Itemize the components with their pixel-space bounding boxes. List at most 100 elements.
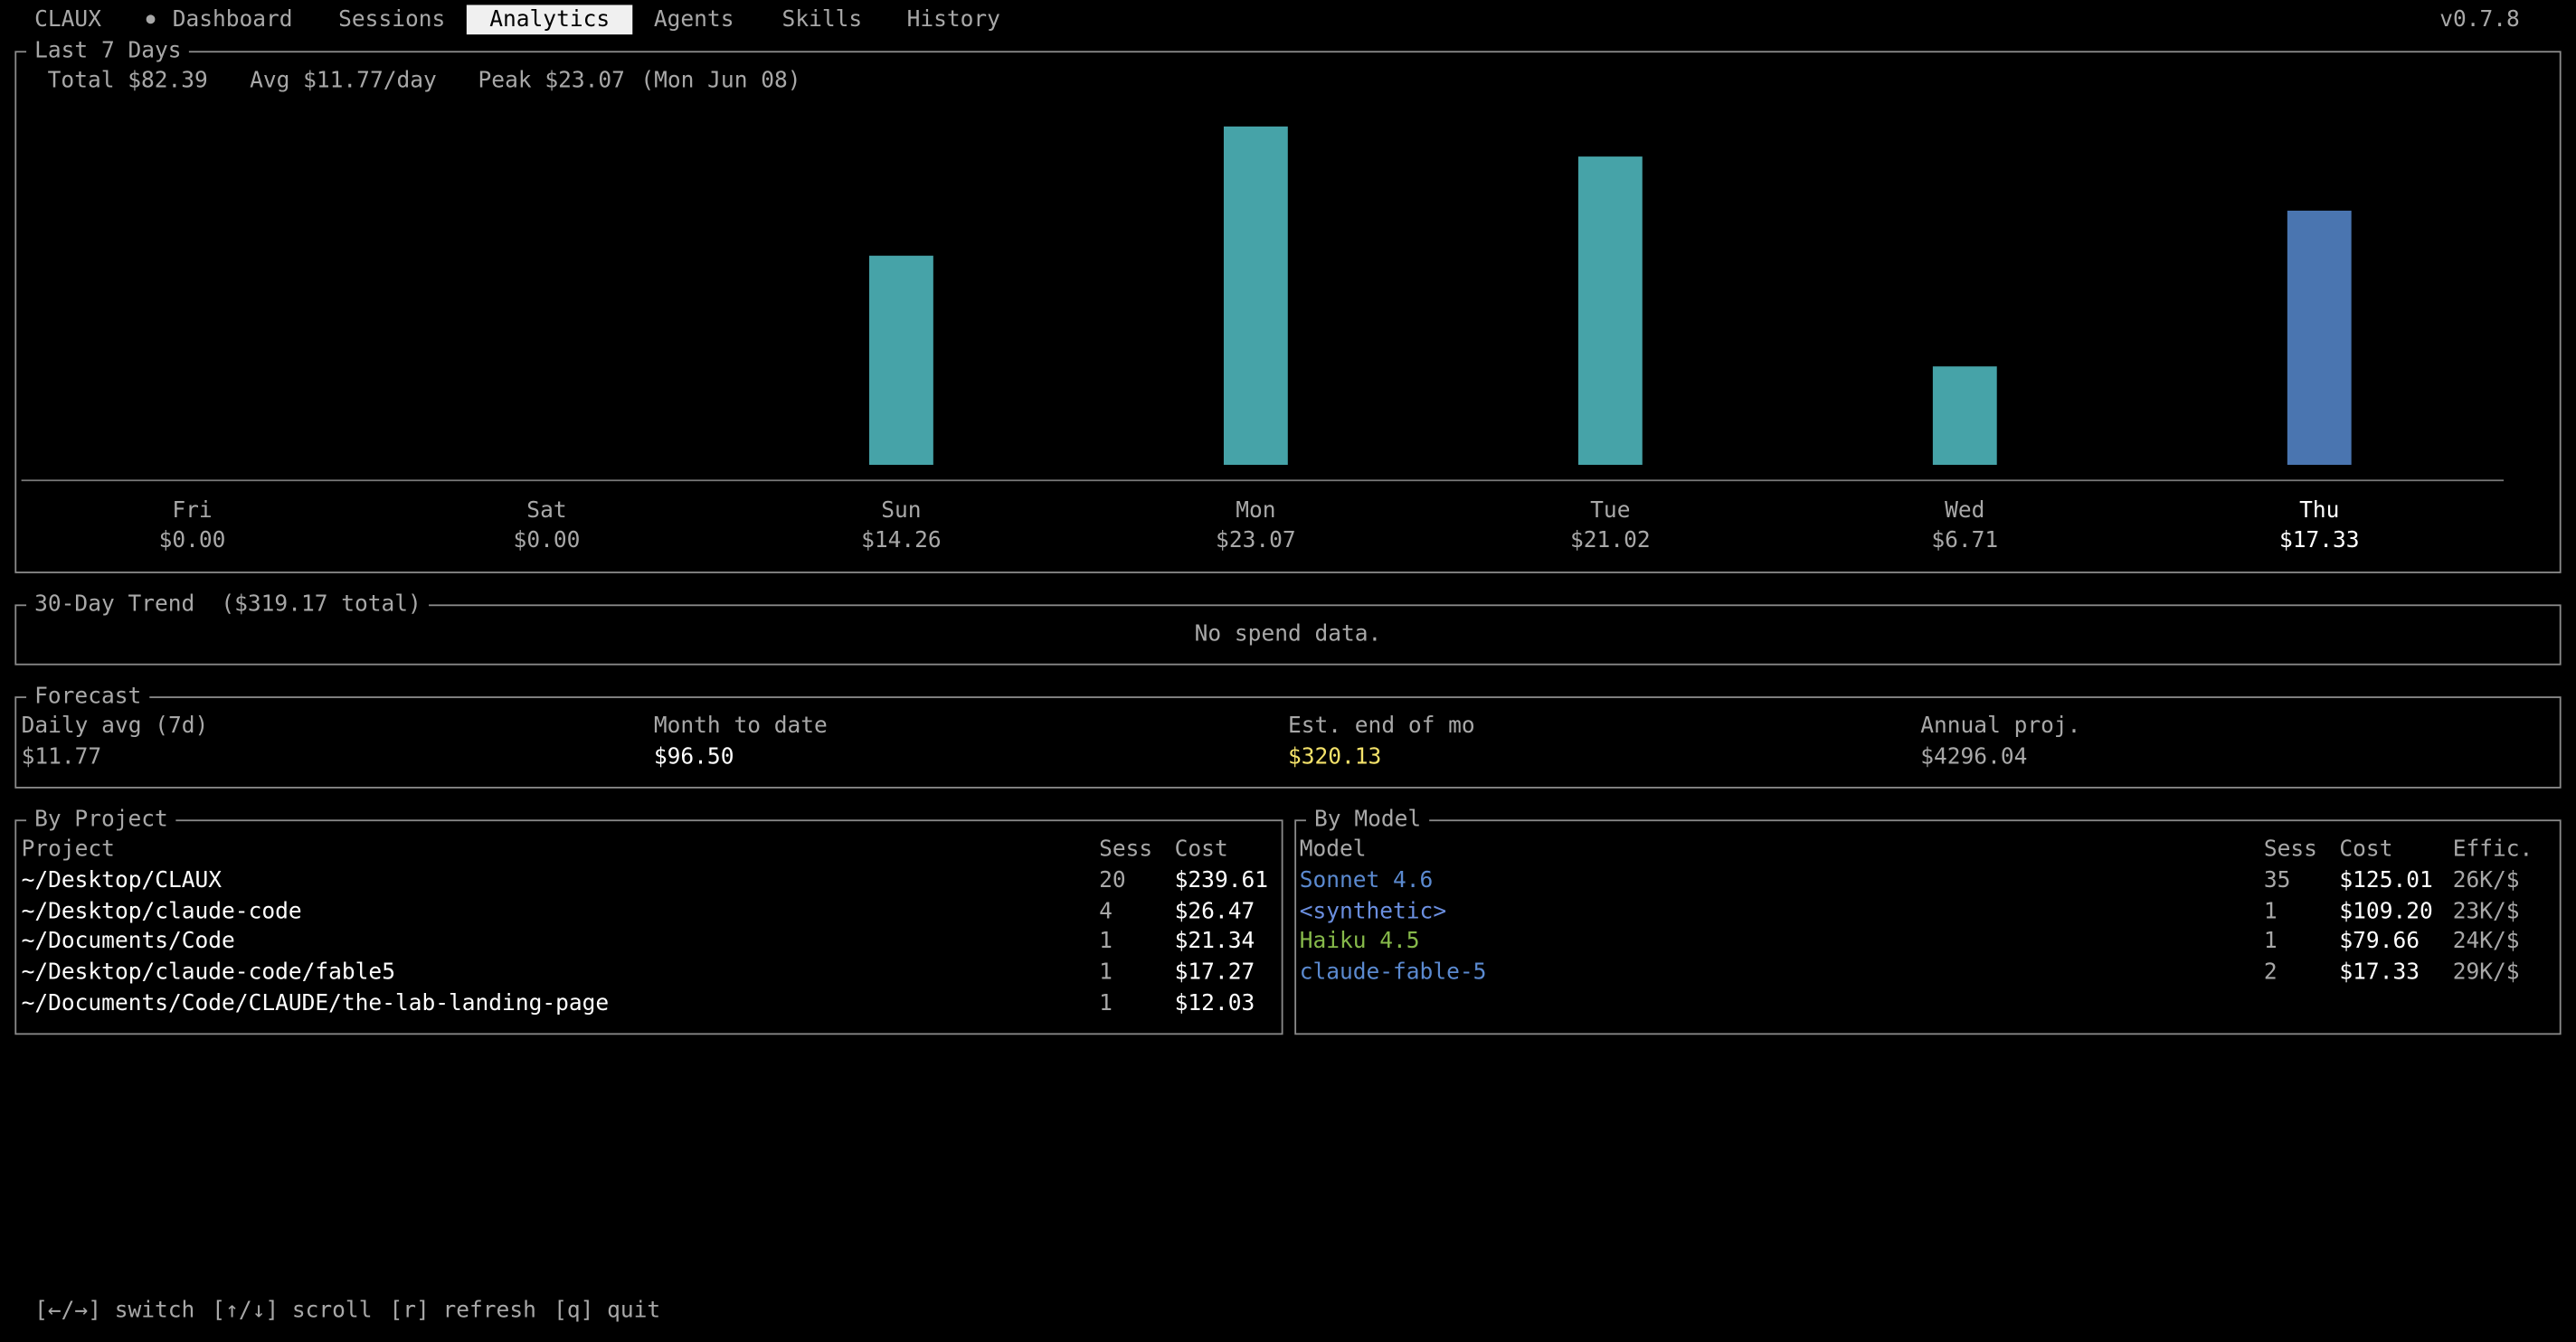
title: Last 7 Days [34,37,182,64]
x-tick-label: Thu [2299,497,2340,525]
table-cell: 2 [2263,959,2278,986]
forecast-label: Daily avg (7d) [21,713,209,740]
nav-tab[interactable]: Analytics [466,5,633,35]
key-hint: [←/→] switch [34,1297,195,1324]
table-cell: 1 [1099,989,1113,1016]
box-title: By Project [26,804,176,835]
table-cell: ~/Desktop/claude-code/fable5 [21,959,395,986]
summary-stat: Avg $11.77/day [250,67,437,94]
forecast-value: $11.77 [21,743,102,770]
table-cell: $109.20 [2339,897,2433,925]
bar [1223,126,1288,466]
column-header: Cost [1174,836,1228,863]
x-tick-label: Sat [526,497,567,525]
bar [2287,210,2352,466]
table-cell: 20 [1099,867,1126,894]
value-label: $0.00 [158,527,226,554]
value-label: $0.00 [513,527,581,554]
table-cell: ~/Desktop/claude-code [21,897,302,925]
by-project-panel: By Project [14,804,1283,1035]
bar [869,255,933,466]
key-hint: [r] refresh [389,1297,536,1324]
table-cell: 4 [1099,897,1113,925]
table-cell: 24K/$ [2452,928,2520,955]
box-title: Last 7 Days [26,35,190,66]
nav-tab[interactable]: Sessions [338,6,446,33]
x-tick-label: Wed [1945,497,1985,525]
box-title: By Model [1305,804,1430,835]
title: By Model [1314,806,1422,833]
table-cell: <synthetic> [1299,897,1447,925]
x-tick-label: Tue [1590,497,1631,525]
forecast-label: Est. end of mo [1287,713,1475,740]
column-header: Effic. [2452,836,2533,863]
bar [1932,366,1997,466]
table-cell: $125.01 [2339,867,2433,894]
value-label: $23.07 [1216,527,1296,554]
table-cell: Sonnet 4.6 [1299,867,1434,894]
column-header: Sess [2263,836,2317,863]
table-cell: 1 [2263,928,2278,955]
value-label: $21.02 [1570,527,1651,554]
forecast-value: $4296.04 [1920,743,2028,770]
nav-tab[interactable]: Dashboard [172,6,293,33]
trend-panel: 30-Day Trend ($319.17 total) [14,590,2562,666]
status-dot: ● [146,11,156,28]
forecast-label: Month to date [653,713,828,740]
table-cell: 29K/$ [2452,959,2520,986]
nav-tab[interactable]: Skills [781,6,863,33]
table-cell: Haiku 4.5 [1299,928,1420,955]
key-hint: [q] quit [554,1297,661,1324]
value-label: $17.33 [2278,527,2360,554]
title: 30-Day Trend [34,591,195,618]
table-cell: 1 [2263,897,2278,925]
value-label: $14.26 [861,527,942,554]
table-cell: 1 [1099,959,1113,986]
title: By Project [34,806,168,833]
table-cell: $12.03 [1174,989,1255,1016]
table-cell: 26K/$ [2452,867,2520,894]
table-cell: $239.61 [1174,867,1269,894]
column-header: Cost [2339,836,2393,863]
x-tick-label: Sun [881,497,922,525]
forecast-value: $96.50 [653,743,734,770]
key-hint: [↑/↓] scroll [212,1297,373,1324]
table-cell: $26.47 [1174,897,1255,925]
empty-message: No spend data. [1194,620,1382,647]
subtitle: ($319.17 total) [221,591,421,618]
column-header: Project [21,836,115,863]
forecast-value: $320.13 [1287,743,1382,770]
table-cell: 35 [2263,867,2291,894]
column-header: Sess [1099,836,1153,863]
summary-stat: Peak $23.07 [478,67,625,94]
x-tick-label: Fri [172,497,213,525]
table-cell: $17.33 [2339,959,2420,986]
table-cell: $21.34 [1174,928,1255,955]
value-label: $6.71 [1931,527,1999,554]
column-header: Model [1299,836,1367,863]
nav-tab[interactable]: History [906,6,1000,33]
last-7-days-panel: Last 7 Days [14,35,2562,573]
table-cell: claude-fable-5 [1299,959,1487,986]
summary-stat: (Mon Jun 08) [640,67,801,94]
brand: CLAUX [34,6,101,33]
title: Forecast [34,683,142,710]
table-cell: $17.27 [1174,959,1255,986]
table-cell: ~/Documents/Code/CLAUDE/the-lab-landing-… [21,989,610,1016]
box-title: 30-Day Trend ($319.17 total) [26,590,430,619]
table-cell: 1 [1099,928,1113,955]
bar [1577,156,1643,466]
table-cell: $79.66 [2339,928,2420,955]
table-cell: ~/Desktop/CLAUX [21,867,223,894]
box-title: Forecast [26,681,150,712]
version: v0.7.8 [2439,6,2520,33]
table-cell: 23K/$ [2452,897,2520,925]
x-tick-label: Mon [1236,497,1276,525]
summary-stat: Total $82.39 [47,67,208,94]
nav-tab[interactable]: Agents [653,6,734,33]
forecast-label: Annual proj. [1920,713,2081,740]
table-cell: ~/Documents/Code [21,928,235,955]
by-model-panel: By Model [1294,804,2562,1035]
